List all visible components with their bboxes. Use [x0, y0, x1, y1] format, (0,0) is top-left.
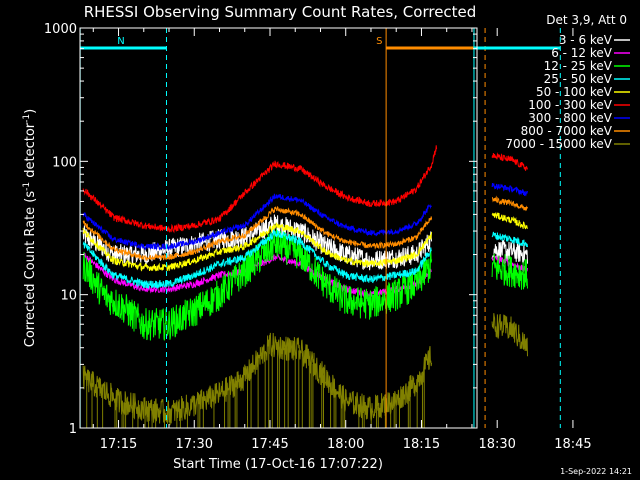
- y-tick-label: 10: [60, 289, 77, 304]
- y-axis-label-exp1: -1: [22, 182, 32, 191]
- x-tick-label: 18:30: [478, 437, 515, 452]
- legend-label: 6 - 12 keV: [551, 46, 613, 60]
- y-tick-label: 1: [69, 422, 77, 437]
- y-tick-label: 1000: [44, 22, 77, 37]
- date-stamp: 1-Sep-2022 14:21: [560, 467, 632, 476]
- plot-data-layer: [82, 145, 528, 428]
- series-line: [82, 332, 433, 426]
- series-line: [491, 212, 528, 230]
- legend-label: 300 - 800 keV: [528, 111, 612, 125]
- x-tick-label: 17:45: [251, 437, 288, 452]
- x-tick-label: 18:45: [554, 437, 591, 452]
- interval-label: S: [376, 36, 382, 47]
- series-line: [82, 214, 433, 271]
- x-tick-label: 18:15: [403, 437, 440, 452]
- legend-label: 12 - 25 keV: [544, 59, 613, 73]
- y-axis: 1 10 100 1000: [44, 22, 477, 437]
- y-axis-label-exp2: -1: [22, 114, 32, 123]
- series-line: [82, 193, 432, 251]
- x-axis-label: Start Time (17-Oct-16 17:07:22): [173, 457, 383, 472]
- series-line: [491, 152, 528, 171]
- series-line: [491, 195, 528, 212]
- legend-title: Det 3,9, Att 0: [546, 13, 627, 27]
- series-line: [491, 239, 528, 264]
- x-axis: 17:15 17:30 17:45 18:00 18:15 18:30 18:45: [92, 28, 592, 452]
- y-axis-label-mid: detector: [23, 122, 38, 182]
- series-line: [82, 205, 433, 261]
- series-line: [491, 313, 528, 357]
- legend-label: 800 - 7000 keV: [521, 124, 613, 138]
- legend-label: 3 - 6 keV: [559, 33, 613, 47]
- series-line: [491, 231, 528, 248]
- y-tick-label: 100: [52, 155, 77, 170]
- series-line: [491, 253, 528, 290]
- series-line: [82, 228, 432, 290]
- x-tick-label: 18:00: [327, 437, 364, 452]
- series-line: [82, 145, 438, 234]
- legend-label: 50 - 100 keV: [536, 85, 613, 99]
- series-line: [82, 229, 433, 341]
- y-axis-label: Corrected Count Rate (s-1 detector-1): [22, 109, 38, 347]
- series-line: [491, 182, 528, 197]
- interval-label: N: [117, 36, 124, 47]
- chart-title: RHESSI Observing Summary Count Rates, Co…: [84, 3, 477, 21]
- plot-frame: [79, 27, 478, 429]
- legend-label: 7000 - 15000 keV: [505, 137, 612, 151]
- y-axis-label-main: Corrected Count Rate (s: [23, 191, 38, 348]
- x-tick-label: 17:30: [176, 437, 213, 452]
- y-axis-label-end: ): [23, 109, 38, 114]
- legend-label: 100 - 300 keV: [528, 98, 612, 112]
- legend-label: 25 - 50 keV: [544, 72, 613, 86]
- x-tick-label: 17:15: [100, 437, 137, 452]
- series-line: [82, 222, 433, 272]
